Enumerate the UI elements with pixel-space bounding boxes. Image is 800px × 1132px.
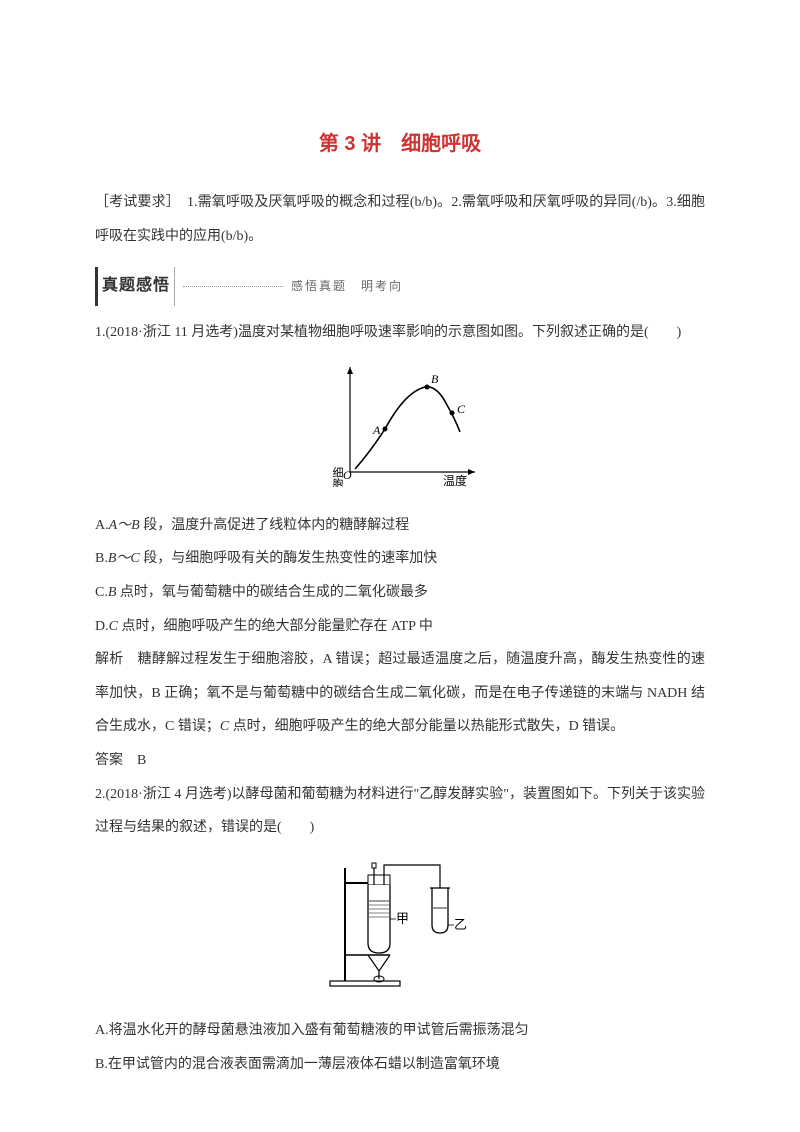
q1-option-b: B.B～C 段，与细胞呼吸有关的酶发生热变性的速率加快 [95,542,705,576]
q2-stem: 2.(2018·浙江 4 月选考)以酵母菌和葡萄糖为材料进行"乙醇发酵实验"，装… [95,778,705,845]
exam-requirements: ［考试要求］ 1.需氧呼吸及厌氧呼吸的概念和过程(b/b)。2.需氧呼吸和厌氧呼… [95,186,705,253]
point-c-label: C [457,402,466,416]
tube-left-label: 甲 [396,911,409,926]
q1-answer: 答案 B [95,744,705,778]
q1-analysis: 解析 糖酵解过程发生于细胞溶胶，A 错误；超过最适温度之后，随温度升高，酶发生热… [95,643,705,744]
q2-option-a: A.将温水化开的酵母菌悬浊液加入盛有葡萄糖液的甲试管后需振荡混匀 [95,1014,705,1048]
section-label: 真题感悟 [95,267,175,305]
section-header: 真题感悟 感悟真题 明考向 [95,267,705,305]
fermentation-apparatus: 甲 乙 [300,853,500,993]
q1-option-a: A.A～B 段，温度升高促进了线粒体内的糖酵解过程 [95,509,705,543]
q1-option-c: C.B 点时，氧与葡萄糖中的碳结合生成的二氧化碳最多 [95,576,705,610]
point-a-label: A [372,423,381,437]
section-subtitle: 感悟真题 明考向 [291,272,403,301]
q2-option-b: B.在甲试管内的混合液表面需滴加一薄层液体石蜡以制造富氧环境 [95,1048,705,1082]
q1-stem: 1.(2018·浙江 11 月选考)温度对某植物细胞呼吸速率影响的示意图如图。下… [95,316,705,350]
q1-figure: A B C O 温度 细胞呼吸的相对速率 [95,357,705,501]
ylabel: 细胞呼吸的相对速率 [331,467,344,487]
divider [183,286,283,287]
q2-figure: 甲 乙 [95,853,705,1007]
svg-text:O: O [343,468,352,482]
tube-right-label: 乙 [454,917,467,932]
respiration-curve-chart: A B C O 温度 细胞呼吸的相对速率 [315,357,485,487]
q1-option-d: D.C 点时，细胞呼吸产生的绝大部分能量贮存在 ATP 中 [95,610,705,644]
xlabel: 温度 [443,473,467,487]
point-b-label: B [431,372,439,386]
page-title: 第 3 讲 细胞呼吸 [95,120,705,168]
